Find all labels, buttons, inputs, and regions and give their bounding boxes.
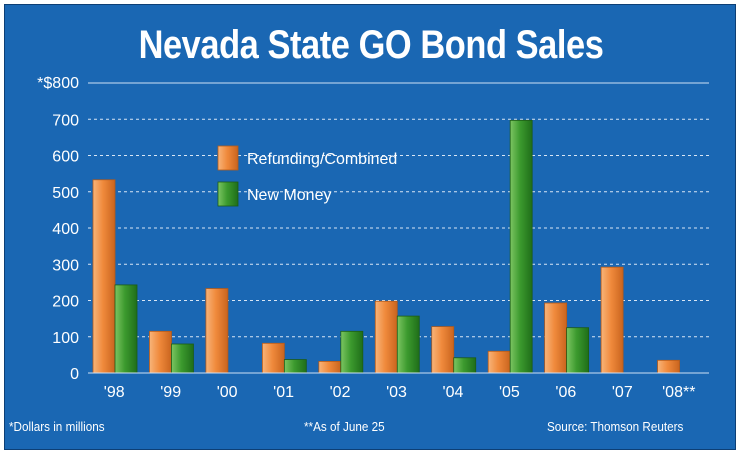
chart-frame: Nevada State GO Bond Sales *$800 0 100 200 3… (4, 4, 736, 450)
x-tick-label: '06 (555, 384, 576, 401)
y-tick-label: *$800 (37, 75, 79, 92)
x-tick-label: '04 (443, 384, 464, 401)
x-tick-label: '05 (499, 384, 520, 401)
legend-swatch-refunding (217, 145, 239, 171)
legend-label-refunding: Refunding/Combined (247, 151, 397, 168)
x-tick-label: '98 (104, 384, 125, 401)
bar-chart: *$800 0 100 200 300 400 500 600 700 '98 '99 '00 '01 '… (37, 75, 709, 401)
bar-refunding (261, 342, 285, 374)
footnote-units: *Dollars in millions (9, 419, 105, 434)
bar-new-money (509, 119, 533, 374)
y-tick-label: 500 (52, 185, 79, 202)
chart-title: Nevada State GO Bond Sales (138, 23, 604, 67)
y-tick-label: 600 (52, 149, 79, 166)
bar-refunding (431, 326, 455, 374)
y-tick-label: 0 (70, 366, 79, 383)
bar-new-money (114, 284, 138, 374)
legend-label-new-money: New Money (247, 187, 331, 204)
bar-new-money (171, 343, 194, 374)
footnote-source: Source: Thomson Reuters (547, 419, 684, 434)
y-tick-label: 100 (52, 330, 79, 347)
x-tick-label: '02 (330, 384, 351, 401)
bar-refunding (318, 360, 342, 374)
bar-new-money (396, 315, 420, 374)
legend-swatch-new-money (217, 181, 239, 207)
x-tick-label: '99 (160, 384, 181, 401)
bar-new-money (283, 359, 307, 374)
bar-refunding (544, 302, 568, 374)
y-tick-label: 200 (52, 294, 79, 311)
bar-refunding (487, 350, 511, 374)
y-tick-label: 300 (52, 257, 79, 274)
y-tick-label: 700 (52, 112, 79, 129)
bar-refunding (149, 330, 172, 374)
x-tick-label: '08** (662, 384, 695, 401)
x-tick-label: '07 (612, 384, 633, 401)
bar-new-money (566, 327, 590, 374)
x-tick-label: '01 (273, 384, 294, 401)
x-tick-label: '03 (386, 384, 407, 401)
bar-refunding (92, 179, 116, 374)
bar-refunding (205, 288, 229, 374)
footnote-date: **As of June 25 (304, 419, 385, 434)
bar-refunding (600, 266, 624, 374)
bar-new-money (340, 330, 364, 374)
bar-new-money (453, 357, 477, 374)
x-tick-label: '00 (217, 384, 238, 401)
y-tick-label: 400 (52, 221, 79, 238)
bar-refunding (657, 359, 680, 374)
bar-refunding (374, 300, 398, 374)
